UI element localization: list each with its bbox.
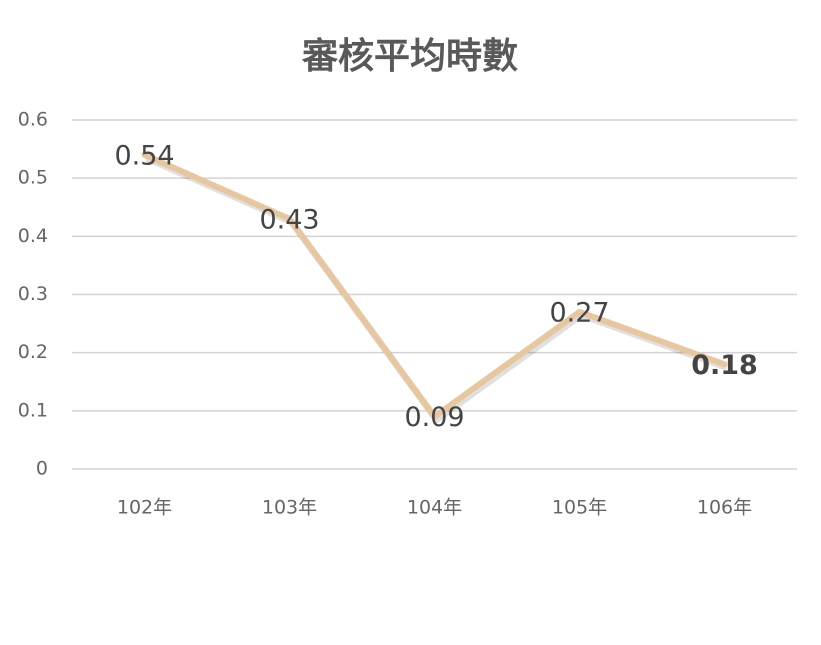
x-tick-label: 105年	[552, 497, 607, 519]
chart-title: 審核平均時數	[301, 36, 518, 77]
y-tick-label: 0.4	[18, 225, 48, 247]
data-label: 0.09	[404, 402, 464, 433]
x-tick-label: 102年	[117, 497, 172, 519]
data-label: 0.18	[691, 350, 758, 381]
y-tick-label: 0.3	[18, 283, 48, 305]
data-label: 0.54	[114, 140, 174, 171]
data-label: 0.27	[549, 297, 609, 328]
data-line	[141, 151, 728, 420]
data-label: 0.43	[259, 204, 319, 235]
x-tick-label: 106年	[697, 497, 752, 519]
y-tick-label: 0.2	[18, 341, 48, 363]
y-tick-label: 0	[36, 458, 48, 480]
x-tick-label: 103年	[262, 497, 317, 519]
y-tick-label: 0.1	[18, 399, 48, 421]
x-tick-label: 104年	[407, 497, 462, 519]
y-tick-label: 0.5	[18, 167, 48, 189]
y-tick-label: 0.6	[18, 109, 48, 131]
